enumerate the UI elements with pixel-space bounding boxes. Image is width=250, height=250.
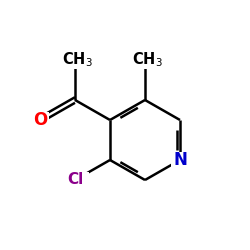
Text: O: O — [33, 111, 47, 129]
FancyBboxPatch shape — [61, 172, 89, 188]
FancyBboxPatch shape — [30, 112, 50, 128]
Text: CH$_3$: CH$_3$ — [132, 51, 163, 69]
FancyBboxPatch shape — [55, 51, 95, 69]
Text: CH$_3$: CH$_3$ — [62, 51, 93, 69]
FancyBboxPatch shape — [170, 152, 190, 168]
FancyBboxPatch shape — [125, 51, 165, 69]
Text: N: N — [173, 151, 187, 169]
Text: Cl: Cl — [67, 172, 83, 188]
